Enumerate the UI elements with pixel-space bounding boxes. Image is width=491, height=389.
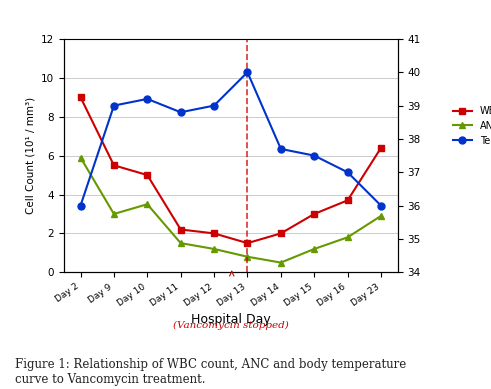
- WBC: [211, 231, 217, 236]
- WBC: [178, 227, 184, 232]
- WBC: [144, 173, 150, 177]
- Y-axis label: Cell Count (10¹ / mm³): Cell Count (10¹ / mm³): [26, 97, 35, 214]
- WBC: [245, 241, 250, 245]
- Temp: [211, 103, 217, 108]
- Temp: [245, 70, 250, 75]
- ANC: [311, 247, 317, 251]
- Temp: [311, 153, 317, 158]
- ANC: [178, 241, 184, 245]
- WBC: [278, 231, 284, 236]
- WBC: [378, 145, 384, 150]
- WBC: [345, 198, 351, 203]
- Temp: [378, 203, 384, 208]
- WBC: [311, 212, 317, 216]
- Text: (Vancomycin stopped): (Vancomycin stopped): [173, 321, 289, 330]
- Text: Figure 1: Relationship of WBC count, ANC and body temperature
curve to Vancomyci: Figure 1: Relationship of WBC count, ANC…: [15, 358, 406, 386]
- Temp: [78, 203, 83, 208]
- Legend: WBC, ANC, Temp: WBC, ANC, Temp: [449, 102, 491, 150]
- WBC: [78, 95, 83, 100]
- ANC: [144, 202, 150, 207]
- ANC: [278, 260, 284, 265]
- ANC: [78, 155, 83, 160]
- Temp: [278, 147, 284, 151]
- Temp: [111, 103, 117, 108]
- Temp: [345, 170, 351, 175]
- Line: WBC: WBC: [77, 94, 384, 247]
- X-axis label: Hospital Day: Hospital Day: [191, 314, 271, 326]
- WBC: [111, 163, 117, 168]
- ANC: [245, 254, 250, 259]
- ANC: [111, 212, 117, 216]
- Line: Temp: Temp: [77, 69, 384, 209]
- ANC: [211, 247, 217, 251]
- Temp: [144, 96, 150, 101]
- ANC: [345, 235, 351, 240]
- Line: ANC: ANC: [77, 154, 384, 266]
- ANC: [378, 214, 384, 218]
- Temp: [178, 110, 184, 115]
